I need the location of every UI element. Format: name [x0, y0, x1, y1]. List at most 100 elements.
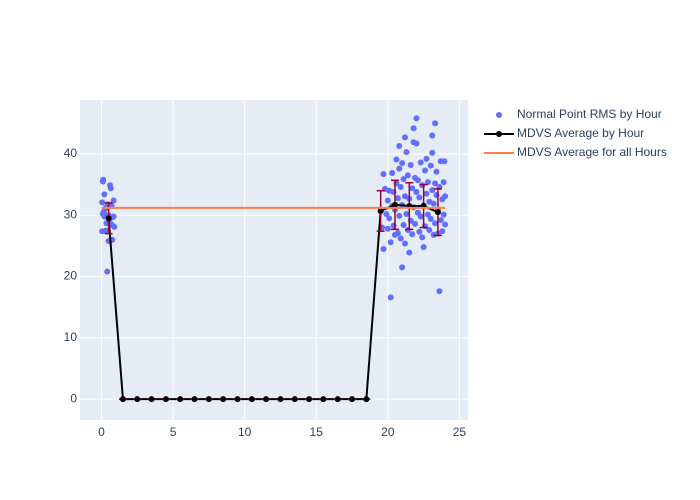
point: [420, 244, 427, 251]
point: [423, 155, 430, 162]
point: [334, 396, 341, 403]
point: [430, 200, 437, 207]
point: [441, 158, 448, 165]
point: [383, 211, 390, 218]
point: [107, 185, 114, 192]
point: [400, 176, 407, 183]
point: [414, 177, 421, 184]
y-tick-label: 10: [64, 330, 78, 344]
point: [100, 176, 107, 183]
point: [349, 396, 356, 403]
point: [423, 190, 430, 197]
point: [99, 211, 106, 218]
point: [432, 120, 439, 127]
point: [399, 160, 406, 167]
x-tick-label: 5: [170, 425, 177, 439]
point: [396, 142, 403, 149]
y-tick-label: 30: [64, 207, 78, 221]
x-tick-label: 20: [381, 425, 395, 439]
point: [396, 165, 403, 172]
point: [432, 180, 439, 187]
point: [134, 396, 141, 403]
point: [110, 197, 117, 204]
point: [234, 396, 241, 403]
x-tick-label: 25: [453, 425, 467, 439]
point: [413, 188, 420, 195]
point: [404, 172, 411, 179]
point: [397, 184, 404, 191]
legend-label: Normal Point RMS by Hour: [517, 107, 662, 121]
point: [306, 396, 313, 403]
point: [403, 211, 410, 218]
point: [399, 264, 406, 271]
legend-label: MDVS Average by Hour: [517, 126, 644, 140]
point: [110, 213, 117, 220]
point: [429, 149, 436, 156]
point: [389, 169, 396, 176]
point: [426, 226, 433, 233]
point: [427, 162, 434, 169]
point: [101, 191, 108, 198]
point: [440, 179, 447, 186]
point: [416, 228, 423, 235]
point: [442, 193, 449, 200]
point: [220, 396, 227, 403]
point: [119, 396, 126, 403]
point: [403, 149, 410, 156]
point: [419, 234, 426, 241]
point: [422, 167, 429, 174]
point: [104, 268, 111, 275]
x-tick-label: 10: [238, 425, 252, 439]
legend-marker: [496, 131, 502, 137]
point: [205, 396, 212, 403]
point: [291, 396, 298, 403]
point: [442, 221, 449, 228]
point: [434, 209, 441, 216]
point: [409, 231, 416, 238]
point: [417, 159, 424, 166]
point: [162, 396, 169, 403]
point: [397, 235, 404, 242]
point: [363, 396, 370, 403]
point: [436, 288, 443, 295]
point: [191, 396, 198, 403]
point: [433, 168, 440, 175]
point: [263, 396, 270, 403]
point: [387, 294, 394, 301]
point: [424, 211, 431, 218]
point: [429, 132, 436, 139]
point: [417, 213, 424, 220]
point: [413, 140, 420, 147]
x-tick-label: 15: [310, 425, 324, 439]
point: [424, 179, 431, 186]
point: [380, 245, 387, 252]
point: [393, 156, 400, 163]
point: [320, 396, 327, 403]
point: [416, 194, 423, 201]
point: [400, 222, 407, 229]
point: [391, 201, 398, 208]
point: [384, 197, 391, 204]
point: [402, 134, 409, 141]
point: [99, 199, 106, 206]
point: [437, 217, 444, 224]
point: [432, 220, 439, 227]
point: [99, 228, 106, 235]
point: [380, 171, 387, 178]
point: [410, 125, 417, 132]
plot-area: [80, 100, 468, 420]
point: [394, 195, 401, 202]
y-tick-label: 40: [64, 146, 78, 160]
point: [429, 187, 436, 194]
point: [413, 115, 420, 122]
y-tick-label: 0: [70, 391, 77, 405]
point: [406, 249, 413, 256]
point: [387, 239, 394, 246]
x-tick-label: 0: [98, 425, 105, 439]
point: [148, 396, 155, 403]
point: [386, 215, 393, 222]
point: [396, 212, 403, 219]
legend-marker: [496, 112, 502, 118]
point: [409, 185, 416, 192]
